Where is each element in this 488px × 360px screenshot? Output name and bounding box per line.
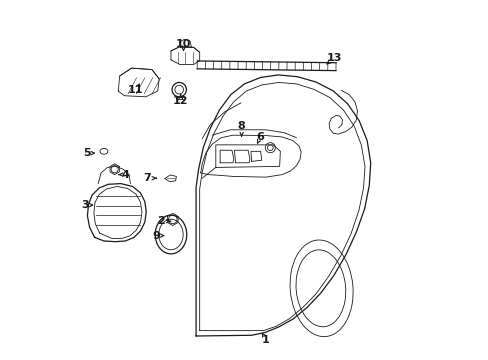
Text: 3: 3 xyxy=(81,200,88,210)
Text: 6: 6 xyxy=(256,132,264,142)
Text: 1: 1 xyxy=(262,334,269,345)
Text: 8: 8 xyxy=(237,121,245,131)
Text: 12: 12 xyxy=(173,96,188,106)
Text: 7: 7 xyxy=(143,173,150,183)
Text: 13: 13 xyxy=(326,53,341,63)
Text: 5: 5 xyxy=(83,148,90,158)
Text: 11: 11 xyxy=(128,85,143,95)
Text: 2: 2 xyxy=(157,216,165,226)
Text: 10: 10 xyxy=(176,39,191,49)
Text: 4: 4 xyxy=(121,170,129,180)
Text: 9: 9 xyxy=(152,231,160,240)
